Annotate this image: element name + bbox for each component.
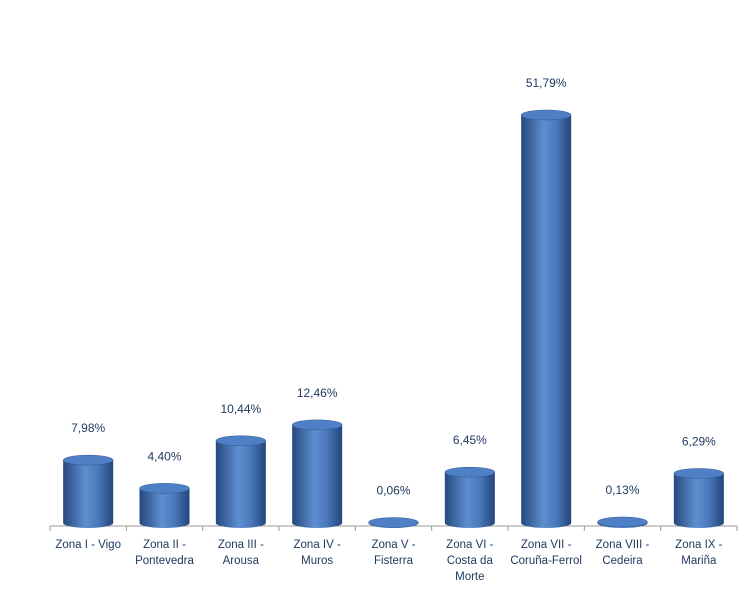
x-tick-label: Zona III - Arousa xyxy=(217,539,264,567)
value-label: 10,44% xyxy=(220,402,261,416)
x-tick-label: Zona I - Vigo xyxy=(55,539,121,551)
value-label: 4,40% xyxy=(147,449,181,463)
x-tick-label: Zona VI - Costa da Morte xyxy=(446,539,494,583)
bar xyxy=(444,472,495,528)
bar xyxy=(139,488,190,528)
value-label: 7,98% xyxy=(71,421,105,435)
bar xyxy=(63,460,114,528)
value-label: 6,45% xyxy=(453,433,487,447)
bar-cap xyxy=(673,468,725,479)
bar-cap xyxy=(520,109,572,121)
value-label: 51,79% xyxy=(526,76,567,90)
x-tick-label: Zona VII - Coruña-Ferrol xyxy=(510,539,582,567)
bar-cap xyxy=(597,516,648,528)
bar-cap xyxy=(215,435,267,447)
value-label: 6,29% xyxy=(682,434,716,448)
value-label: 12,46% xyxy=(297,386,338,400)
x-tick-label: Zona V - Fisterra xyxy=(371,539,416,567)
x-tick-label: Zona VIII - Cedeira xyxy=(595,539,650,567)
bar xyxy=(521,115,572,528)
bar-cap xyxy=(291,419,343,431)
x-tick-label: Zona II - Pontevedra xyxy=(135,539,194,567)
bar xyxy=(673,473,724,528)
bar xyxy=(292,424,343,528)
value-label: 0,06% xyxy=(376,484,410,498)
x-tick-label: Zona IX - Mariña xyxy=(675,539,723,567)
value-label: 0,13% xyxy=(605,483,639,497)
bar-cap xyxy=(444,466,496,478)
bar-cap xyxy=(368,517,419,528)
x-tick-label: Zona IV - Muros xyxy=(293,539,341,567)
bar-cap xyxy=(62,454,114,466)
bar-cap xyxy=(139,483,190,494)
bar xyxy=(215,440,266,528)
